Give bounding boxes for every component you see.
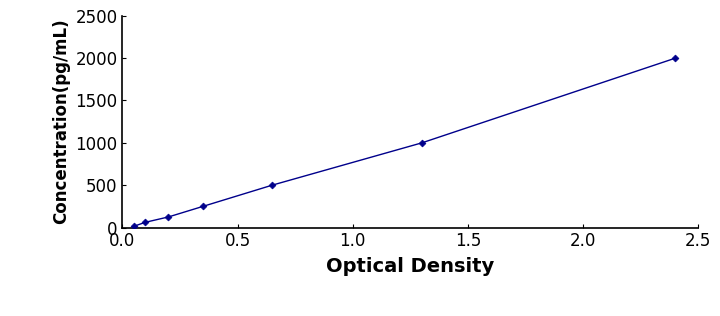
- X-axis label: Optical Density: Optical Density: [326, 257, 495, 276]
- Y-axis label: Concentration(pg/mL): Concentration(pg/mL): [52, 19, 70, 224]
